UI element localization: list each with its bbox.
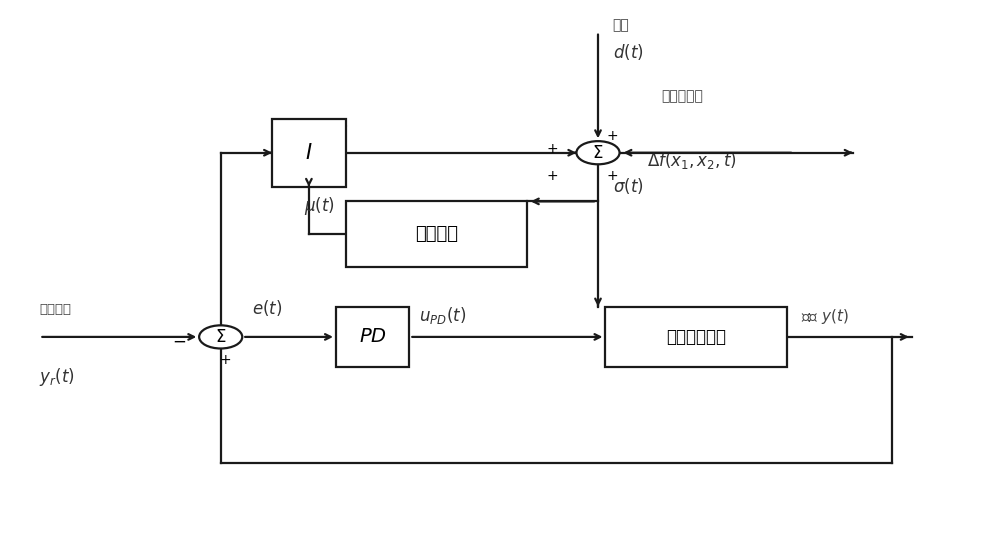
Text: 输出 $y(t)$: 输出 $y(t)$: [801, 307, 849, 326]
Text: $+$: $+$: [546, 169, 558, 183]
Text: $\Delta f(x_1,x_2,t)$: $\Delta f(x_1,x_2,t)$: [647, 150, 737, 171]
Text: 动态环节: 动态环节: [415, 226, 458, 243]
Text: $d(t)$: $d(t)$: [613, 42, 643, 62]
FancyBboxPatch shape: [605, 307, 787, 367]
Text: $I$: $I$: [305, 143, 313, 163]
Text: $\mu(t)$: $\mu(t)$: [304, 195, 335, 217]
Circle shape: [576, 141, 620, 164]
Text: $\sigma(t)$: $\sigma(t)$: [613, 176, 643, 196]
FancyBboxPatch shape: [336, 307, 409, 367]
Text: $+$: $+$: [606, 129, 618, 143]
Text: $+$: $+$: [606, 169, 618, 183]
Text: 扰动: 扰动: [613, 19, 629, 33]
Text: $e(t)$: $e(t)$: [252, 299, 282, 318]
Text: $+$: $+$: [546, 142, 558, 156]
Text: $\Sigma$: $\Sigma$: [215, 328, 226, 346]
Text: 不含外扰部分: 不含外扰部分: [666, 328, 726, 346]
Text: 不确定成分: 不确定成分: [662, 89, 704, 103]
Text: $-$: $-$: [172, 332, 187, 350]
Text: $y_r(t)$: $y_r(t)$: [39, 366, 75, 388]
FancyBboxPatch shape: [346, 201, 527, 267]
Text: 参考输入: 参考输入: [39, 303, 71, 316]
Text: $+$: $+$: [219, 353, 231, 367]
Text: $\Sigma$: $\Sigma$: [592, 144, 604, 162]
Circle shape: [199, 325, 242, 349]
Text: $u_{PD}(t)$: $u_{PD}(t)$: [419, 306, 466, 326]
Text: $u_I(t)$: $u_I(t)$: [314, 116, 348, 137]
FancyBboxPatch shape: [272, 119, 346, 187]
Text: $PD$: $PD$: [359, 328, 387, 346]
